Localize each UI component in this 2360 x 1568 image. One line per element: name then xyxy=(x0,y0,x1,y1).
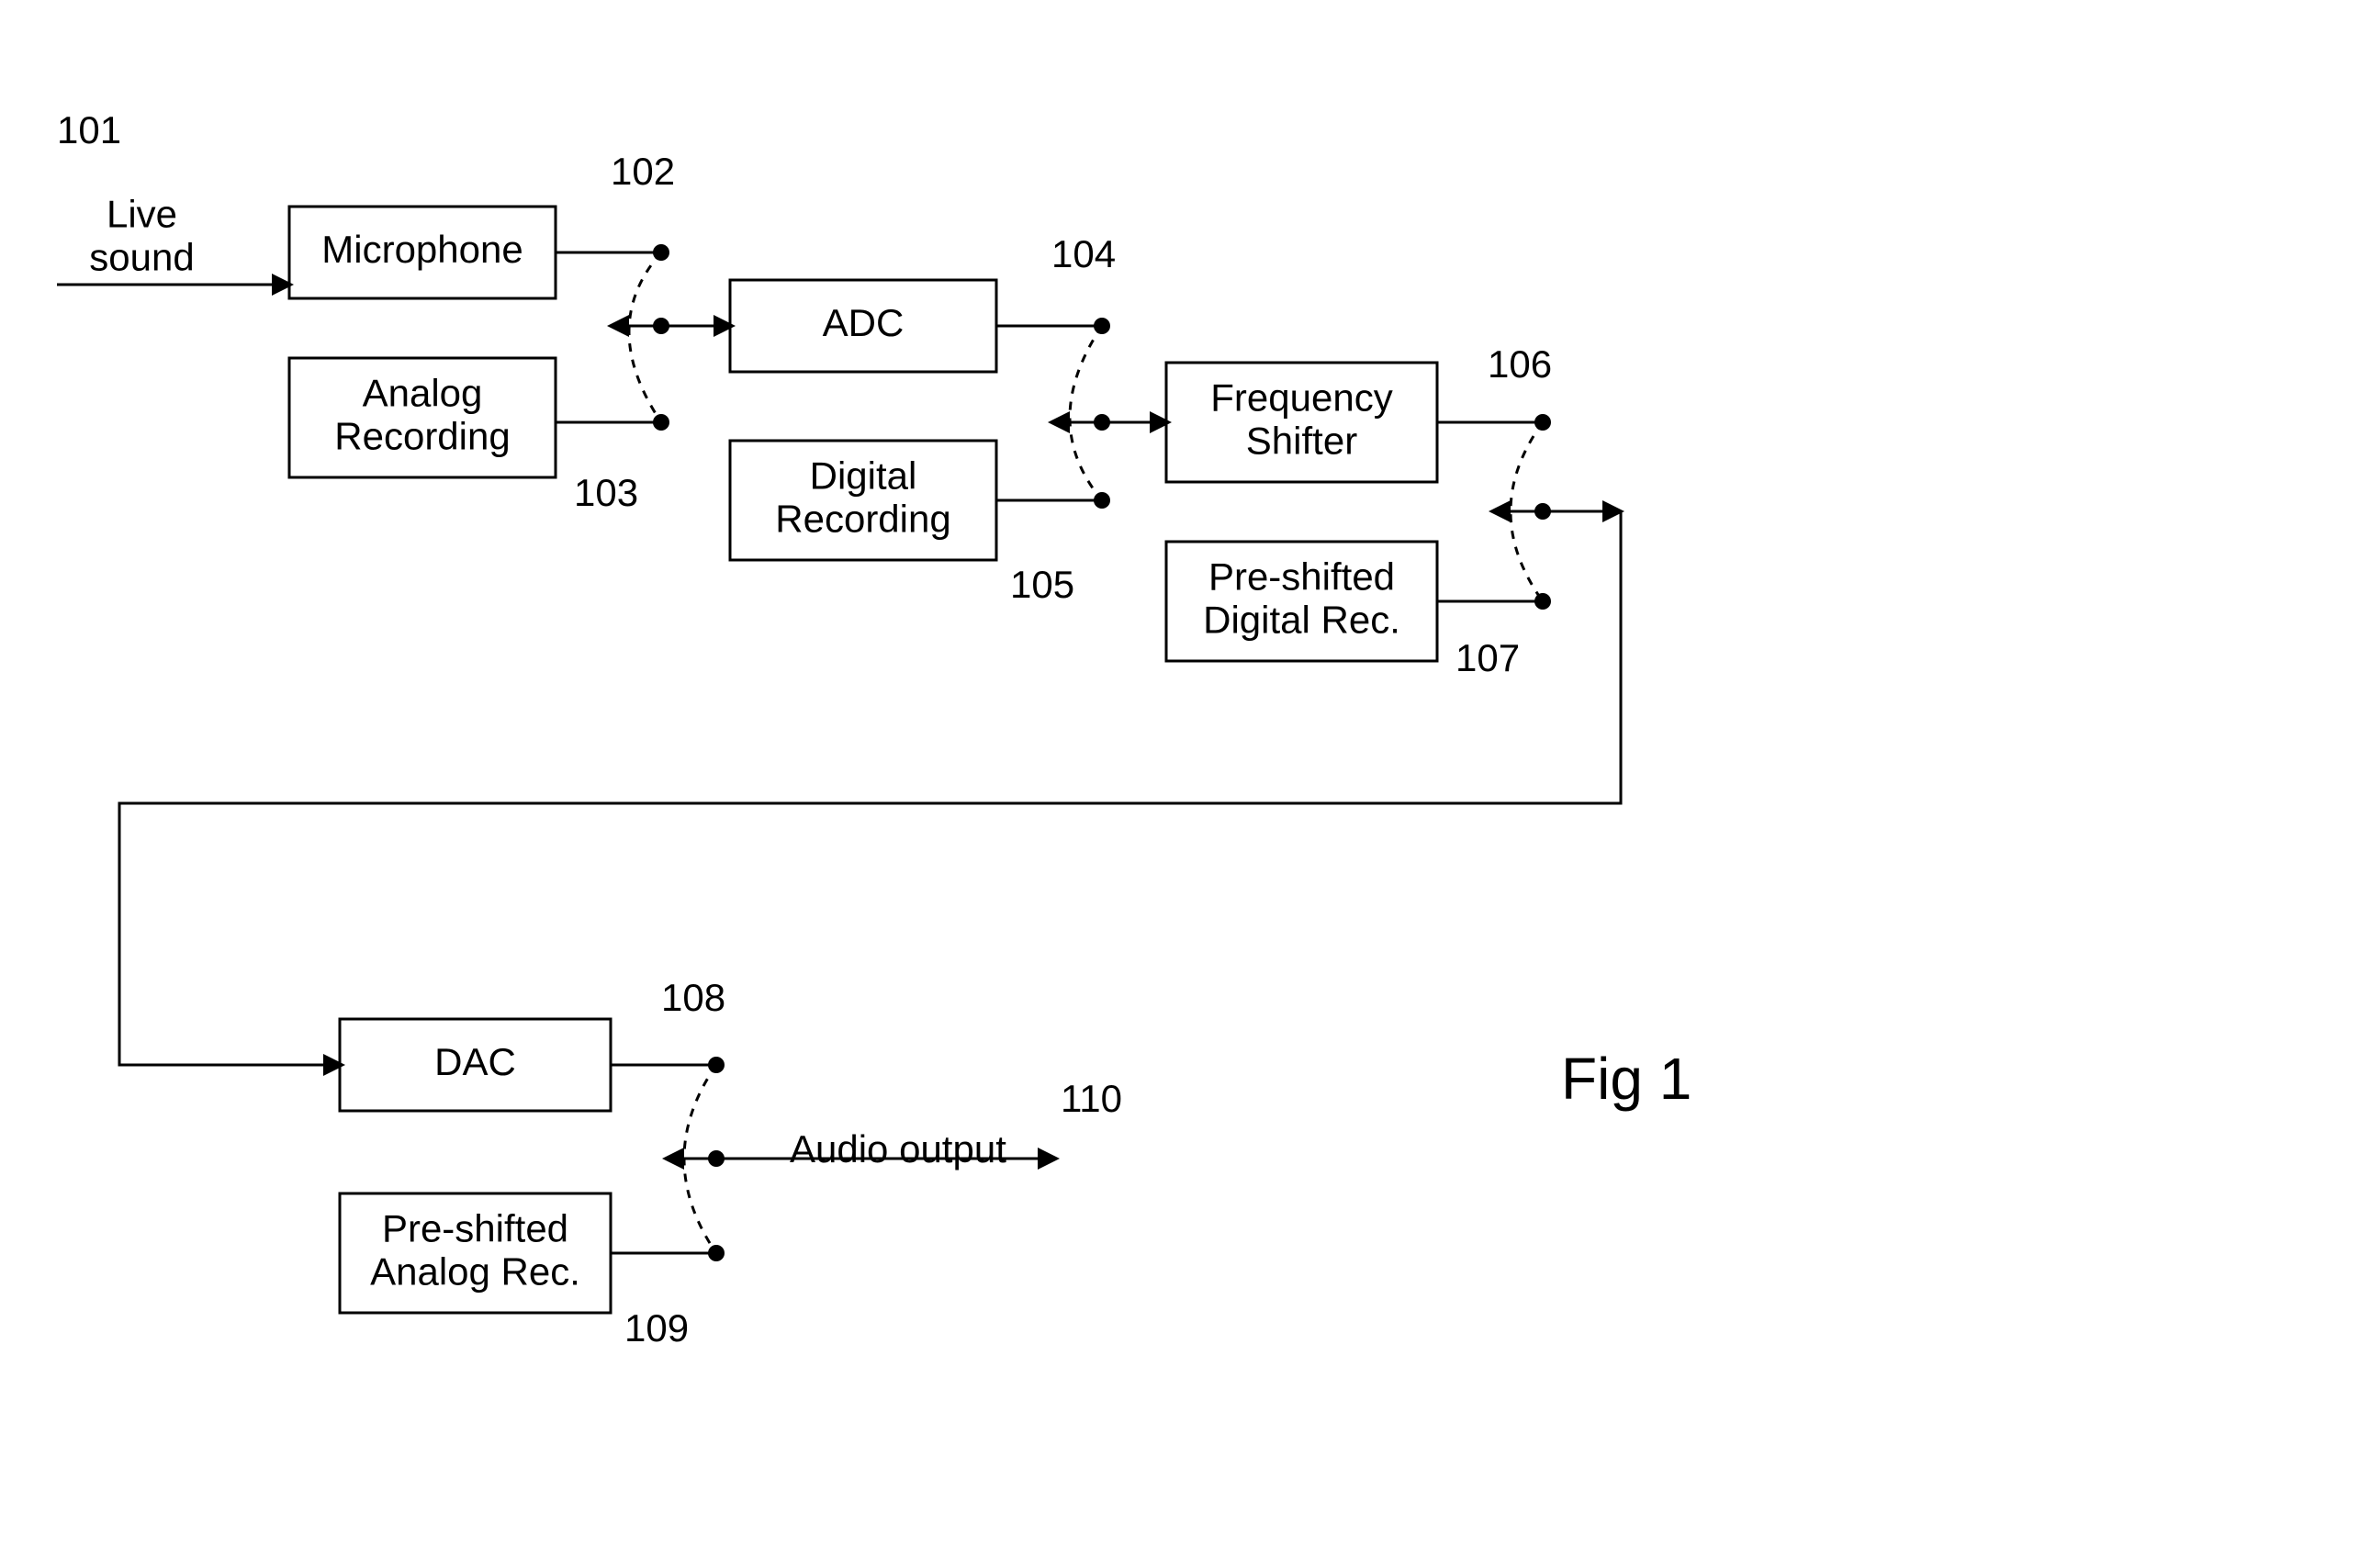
svg-text:105: 105 xyxy=(1010,563,1074,606)
text-110: Audio output xyxy=(790,1127,1006,1170)
svg-text:108: 108 xyxy=(661,976,725,1019)
ref-101: 101 xyxy=(57,108,121,151)
ref-109: 109 xyxy=(624,1306,689,1350)
svg-text:Recording: Recording xyxy=(775,498,950,541)
switch-dot-sw3-0 xyxy=(1534,414,1551,431)
ref-104: 104 xyxy=(1051,232,1116,275)
block-label-107: Pre-shiftedDigital Rec. xyxy=(1203,555,1400,642)
text-101: Livesound xyxy=(89,193,194,279)
svg-text:110: 110 xyxy=(1061,1077,1122,1120)
svg-text:Microphone: Microphone xyxy=(321,228,523,271)
block-label-109: Pre-shiftedAnalog Rec. xyxy=(370,1207,580,1294)
svg-text:106: 106 xyxy=(1488,342,1552,386)
switch-dot-sw1-0 xyxy=(653,244,669,261)
svg-text:107: 107 xyxy=(1455,636,1520,679)
switch-arc-sw1 xyxy=(629,252,661,422)
switch-dot-sw1-1 xyxy=(653,318,669,334)
svg-text:Fig 1: Fig 1 xyxy=(1561,1046,1691,1112)
switch-dot-sw3-1 xyxy=(1534,503,1551,520)
figure-label: Fig 1 xyxy=(1561,1046,1691,1112)
switch-dot-sw4-1 xyxy=(708,1150,725,1167)
svg-text:103: 103 xyxy=(574,471,638,514)
ref-105: 105 xyxy=(1010,563,1074,606)
block-label-102: Microphone xyxy=(321,228,523,271)
block-label-108: DAC xyxy=(434,1040,516,1083)
switch-dot-sw4-2 xyxy=(708,1245,725,1261)
svg-text:Recording: Recording xyxy=(334,415,510,458)
svg-text:Shifter: Shifter xyxy=(1246,420,1357,463)
ref-102: 102 xyxy=(611,150,675,193)
svg-text:DAC: DAC xyxy=(434,1040,516,1083)
svg-text:Live: Live xyxy=(107,193,177,236)
block-label-104: ADC xyxy=(823,301,905,344)
switch-dot-sw2-2 xyxy=(1094,492,1110,509)
ref-107: 107 xyxy=(1455,636,1520,679)
ref-106: 106 xyxy=(1488,342,1552,386)
svg-text:Pre-shifted: Pre-shifted xyxy=(1208,555,1395,599)
svg-text:Pre-shifted: Pre-shifted xyxy=(382,1207,568,1250)
svg-text:Audio output: Audio output xyxy=(790,1127,1006,1170)
svg-text:sound: sound xyxy=(89,236,194,279)
svg-text:104: 104 xyxy=(1051,232,1116,275)
ref-108: 108 xyxy=(661,976,725,1019)
svg-text:ADC: ADC xyxy=(823,301,905,344)
svg-text:Digital: Digital xyxy=(810,454,917,498)
switch-dot-sw4-0 xyxy=(708,1057,725,1073)
switch-dot-sw2-1 xyxy=(1094,414,1110,431)
switch-dot-sw2-0 xyxy=(1094,318,1110,334)
switch-dot-sw3-2 xyxy=(1534,593,1551,610)
ref-103: 103 xyxy=(574,471,638,514)
switch-dot-sw1-2 xyxy=(653,414,669,431)
svg-text:102: 102 xyxy=(611,150,675,193)
svg-text:Frequency: Frequency xyxy=(1210,376,1392,420)
ref-110: 110 xyxy=(1061,1077,1122,1120)
svg-text:109: 109 xyxy=(624,1306,689,1350)
svg-text:Analog Rec.: Analog Rec. xyxy=(370,1250,580,1294)
svg-text:Digital Rec.: Digital Rec. xyxy=(1203,599,1400,642)
svg-text:Analog: Analog xyxy=(363,372,483,415)
svg-text:101: 101 xyxy=(57,108,121,151)
switch-arc-sw2 xyxy=(1070,326,1102,500)
